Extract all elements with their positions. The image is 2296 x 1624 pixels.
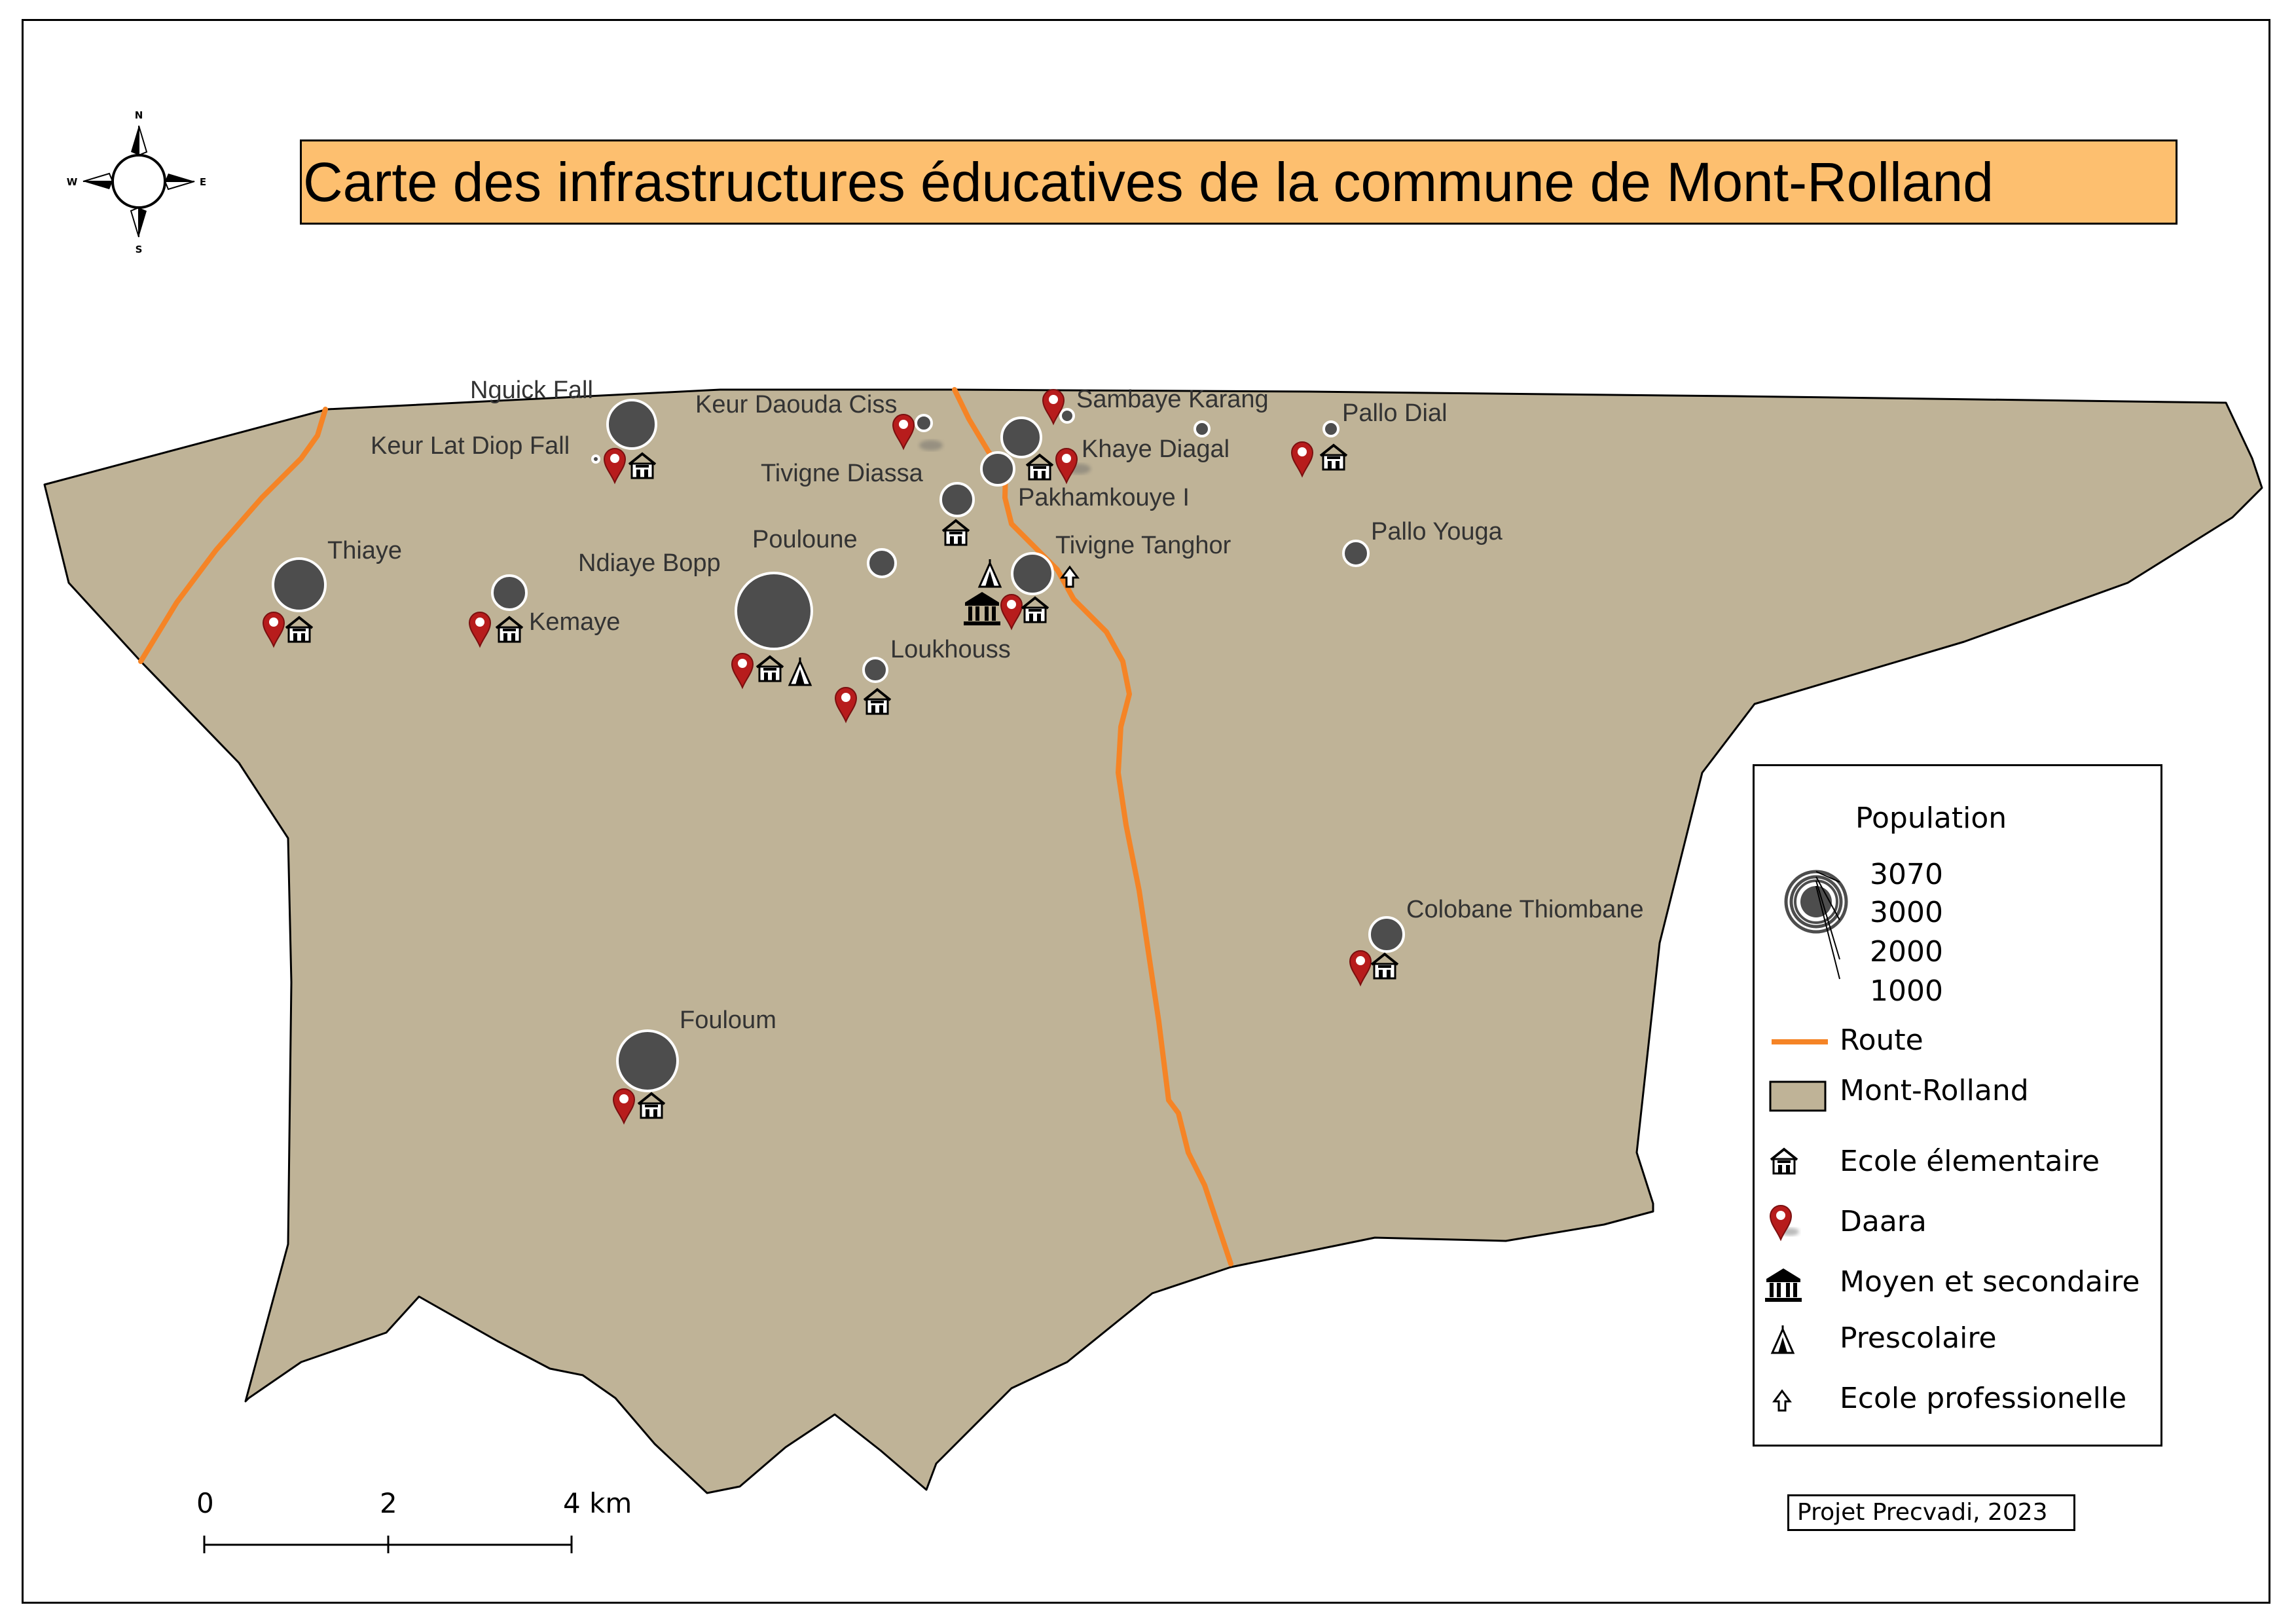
legend-label: Ecole élementaire xyxy=(1840,1145,2100,1178)
village-label: Thiaye xyxy=(327,537,402,564)
pop-pallo-dial-b xyxy=(1322,420,1339,437)
pop-pakhamkouye xyxy=(939,482,975,517)
commune-area xyxy=(43,388,2263,1494)
pop-pallo-dial-a xyxy=(1194,420,1211,437)
route-line xyxy=(1772,1039,1828,1044)
village-label: Pouloune xyxy=(752,526,858,553)
legend-label: Mont-Rolland xyxy=(1840,1074,2029,1107)
pop-pouloune xyxy=(867,548,897,578)
village-label: Pallo Dial xyxy=(1342,399,1448,427)
scale-bar: 0 2 4 km xyxy=(196,1487,632,1553)
legend-pop-class: 1000 xyxy=(1870,974,1943,1008)
village-labels: Nguick Fall Keur Lat Diop Fall Keur Daou… xyxy=(327,377,1644,1034)
legend-pop-class: 3070 xyxy=(1870,858,1943,891)
legend-pop-class: 2000 xyxy=(1870,935,1943,969)
scale-label: 2 xyxy=(380,1487,397,1519)
credit-box: Projet Precvadi, 2023 xyxy=(1787,1494,2075,1531)
village-label: Keur Daouda Ciss xyxy=(695,391,897,418)
pop-ndiaye-bopp xyxy=(735,572,813,650)
pop-tivigne-tanghor xyxy=(1011,552,1054,595)
legend-label: Route xyxy=(1840,1024,1923,1057)
village-label: Nguick Fall xyxy=(470,377,593,404)
compass-rose: N S E W xyxy=(67,109,206,255)
village-label: Tivigne Diassa xyxy=(761,460,924,487)
daara-markers xyxy=(263,389,1372,1124)
scale-label: 0 xyxy=(196,1487,214,1519)
village-label: Fouloum xyxy=(680,1006,776,1034)
village-label: Sambaye Karang xyxy=(1076,386,1269,413)
pop-kemaye xyxy=(491,574,528,611)
pin-marker-icon xyxy=(1770,1205,1799,1240)
compass-north: N xyxy=(135,109,143,121)
village-label: Pakhamkouye I xyxy=(1018,484,1190,511)
legend-label: Ecole professionelle xyxy=(1840,1382,2127,1415)
village-label: Keur Lat Diop Fall xyxy=(371,432,570,460)
triangle-tent-icon xyxy=(1771,1324,1795,1354)
pop-khaye-diagal xyxy=(1000,416,1042,458)
pop-sambaye-karang xyxy=(1059,408,1075,424)
legend-label: Daara xyxy=(1840,1205,1927,1238)
village-label: Colobane Thiombane xyxy=(1406,896,1644,923)
compass-east: E xyxy=(200,176,206,188)
legend-pop-class: 3000 xyxy=(1870,896,1943,929)
commune-patch xyxy=(1769,1080,1827,1112)
pop-keur-daouda-ciss xyxy=(915,414,933,432)
route-central xyxy=(952,387,1233,1266)
compass-south: S xyxy=(136,244,143,255)
pop-nguick-fall xyxy=(606,399,657,450)
scale-label: 4 km xyxy=(563,1487,632,1519)
legend-population-title: Population xyxy=(1855,802,2007,835)
compass-west: W xyxy=(67,176,78,188)
pop-loukhouss xyxy=(862,657,888,683)
village-label: Ndiaye Bopp xyxy=(578,549,721,577)
pop-fouloum xyxy=(616,1029,679,1092)
population-circles-symbol xyxy=(1784,870,1848,980)
village-label: Khaye Diagal xyxy=(1082,435,1230,463)
village-label: Tivigne Tanghor xyxy=(1055,532,1231,559)
legend: Population 3070 3000 2000 1000 Route Mon… xyxy=(1753,764,2162,1447)
school-building-icon xyxy=(1770,1148,1798,1175)
pop-pallo-youga xyxy=(1342,540,1370,567)
village-label: Pallo Youga xyxy=(1371,518,1503,545)
map-title: Carte des infrastructures éducatives de … xyxy=(300,139,2178,225)
pop-thiaye xyxy=(272,557,327,612)
route-west xyxy=(138,407,328,664)
up-arrow-icon xyxy=(1773,1390,1791,1412)
village-label: Loukhouss xyxy=(890,636,1011,663)
map-frame xyxy=(22,19,2270,1604)
legend-label: Prescolaire xyxy=(1840,1321,1997,1355)
columns-building-icon xyxy=(1765,1268,1802,1302)
population-circles xyxy=(272,399,1405,1092)
pop-keur-lat-diop-fall xyxy=(591,454,600,464)
pop-colobane-thiombane xyxy=(1368,916,1405,953)
legend-label: Moyen et secondaire xyxy=(1840,1265,2140,1299)
village-label: Kemaye xyxy=(529,608,620,636)
pop-tivigne-diassa xyxy=(980,451,1015,487)
